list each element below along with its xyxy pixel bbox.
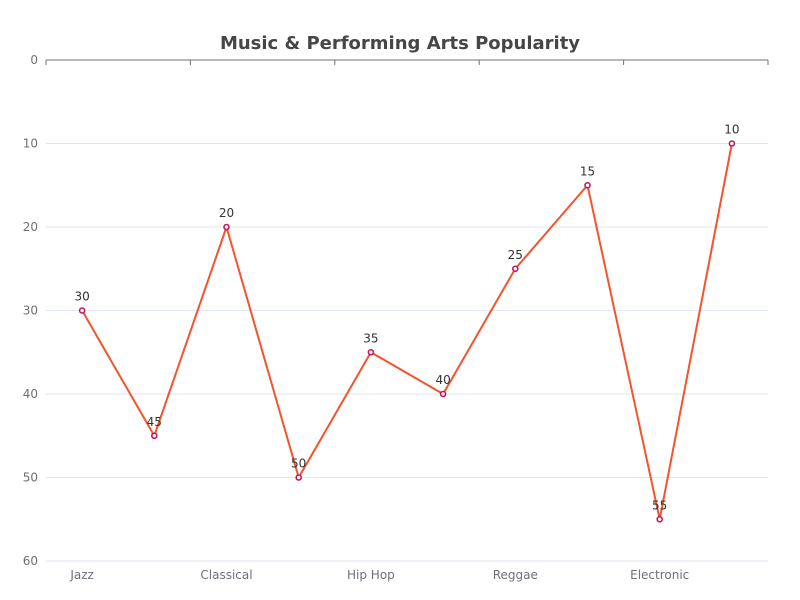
data-label: 45 bbox=[147, 415, 162, 429]
chart-title: Music & Performing Arts Popularity bbox=[220, 33, 580, 54]
data-label: 30 bbox=[74, 290, 89, 304]
y-tick-label: 20 bbox=[23, 220, 38, 234]
data-label: 35 bbox=[363, 331, 378, 345]
data-point bbox=[78, 307, 86, 314]
y-tick-label: 30 bbox=[23, 304, 38, 318]
y-tick-label: 10 bbox=[23, 137, 38, 151]
y-tick-label: 40 bbox=[23, 387, 38, 401]
data-point bbox=[728, 140, 736, 147]
data-label: 20 bbox=[219, 206, 234, 220]
data-label: 40 bbox=[435, 373, 450, 387]
data-label: 55 bbox=[652, 498, 667, 512]
axes: 0 10 20 30 40 50 60 Jazz Classical Hip Hop Reggae E… bbox=[23, 53, 769, 582]
data-labels: 30 45 20 50 35 40 25 15 55 10 bbox=[74, 123, 739, 513]
data-point bbox=[656, 515, 664, 523]
data-point bbox=[439, 390, 447, 398]
data-point bbox=[584, 181, 591, 189]
data-label: 25 bbox=[508, 248, 523, 262]
grid bbox=[46, 143, 768, 562]
series bbox=[78, 140, 736, 523]
y-tick-label: 0 bbox=[30, 53, 38, 67]
y-tick-label: 50 bbox=[23, 471, 38, 485]
data-point bbox=[367, 348, 375, 356]
x-tick-label: Electronic bbox=[630, 568, 689, 582]
data-point bbox=[511, 265, 519, 273]
data-label: 10 bbox=[724, 123, 739, 137]
data-point bbox=[295, 474, 303, 481]
data-label: 50 bbox=[291, 457, 306, 471]
series-line bbox=[81, 143, 733, 521]
data-point bbox=[151, 432, 158, 440]
x-tick-label: Jazz bbox=[69, 568, 94, 582]
x-tick-label: Hip Hop bbox=[347, 568, 395, 582]
x-tick-label: Classical bbox=[200, 568, 252, 582]
x-tick-label: Reggae bbox=[493, 568, 538, 582]
y-tick-label: 60 bbox=[23, 554, 38, 568]
data-label: 15 bbox=[580, 164, 595, 178]
data-point bbox=[223, 223, 230, 231]
